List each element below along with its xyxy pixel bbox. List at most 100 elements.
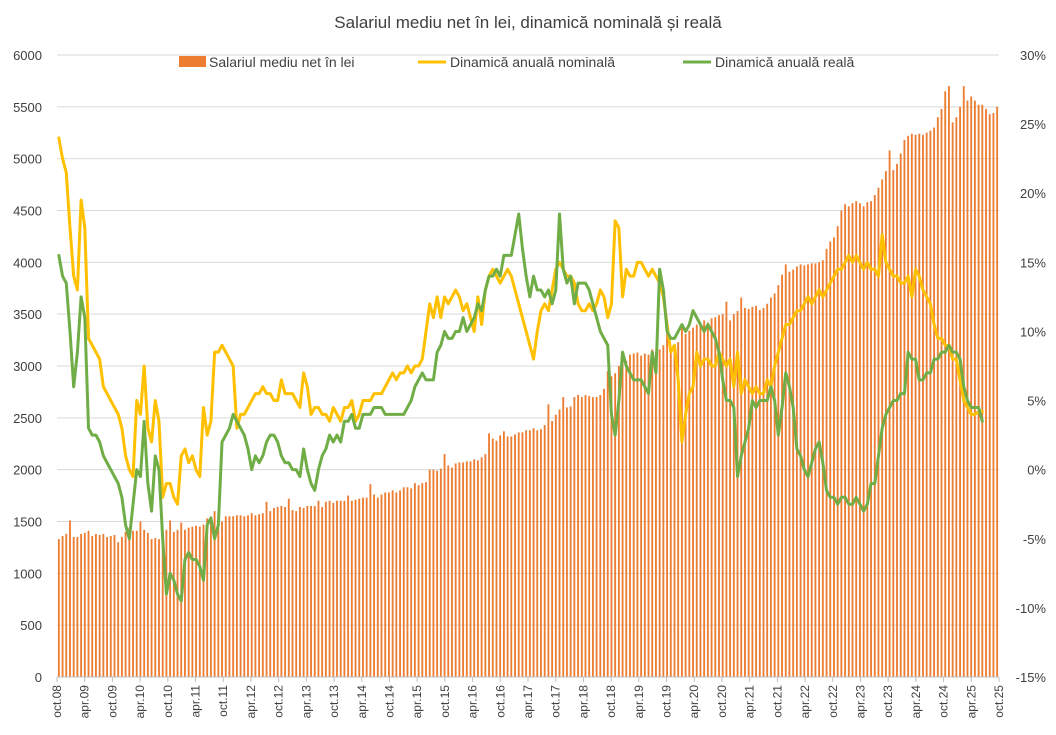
salary-bar <box>714 317 717 677</box>
x-tick-label: oct.19 <box>660 685 674 718</box>
salary-bar <box>339 500 342 677</box>
x-tick-label: oct.16 <box>493 685 507 718</box>
salary-bar <box>120 537 123 677</box>
salary-bar <box>213 511 216 677</box>
salary-bar <box>621 355 624 677</box>
salary-bar <box>933 127 936 677</box>
legend-label-salary: Salariul mediu net în lei <box>209 54 355 70</box>
y-left-tick-label: 3500 <box>13 307 42 322</box>
salary-bar <box>132 530 134 677</box>
salary-bar <box>673 345 676 677</box>
salary-bar <box>925 132 928 677</box>
salary-bar <box>617 366 620 677</box>
legend: Salariul mediu net în lei Dinamică anual… <box>179 54 855 70</box>
y-axis-left: 0 500 1000 1500 2000 2500 3000 3500 4000 4500 5000… <box>13 48 42 685</box>
salary-bar <box>892 170 895 677</box>
salary-bar <box>261 513 264 677</box>
y-right-tick-label: -10% <box>1016 601 1047 616</box>
salary-bar <box>139 521 142 677</box>
x-tick-label: apr.09 <box>78 685 92 719</box>
salary-bar <box>484 454 487 677</box>
salary-bar <box>477 460 479 677</box>
salary-bar <box>358 498 361 677</box>
salary-bar <box>499 435 502 677</box>
salary-bar <box>655 351 657 677</box>
salary-bar <box>117 542 120 677</box>
salary-bar <box>643 353 646 677</box>
salary-bar <box>629 354 631 677</box>
salary-bar <box>569 406 572 677</box>
salary-bar <box>951 122 954 677</box>
x-tick-label: oct.23 <box>881 685 895 718</box>
salary-bar <box>410 488 413 677</box>
salary-bar <box>825 248 828 678</box>
salary-bar <box>855 201 858 678</box>
y-axis-right: -15% -10% -5% 0% 5% 10% 15% 20% 25% 30% <box>1016 48 1047 685</box>
y-left-tick-label: 1500 <box>13 515 42 530</box>
salary-bar <box>729 320 732 677</box>
salary-bar <box>321 506 324 677</box>
salary-bar <box>540 429 542 677</box>
salary-bar <box>688 330 691 677</box>
salary-bar <box>265 501 268 677</box>
salary-bar <box>836 226 839 678</box>
salary-bar <box>859 203 861 678</box>
x-tick-label: oct.11 <box>216 685 230 717</box>
salary-bar <box>169 520 172 677</box>
salary-bar <box>510 436 513 677</box>
salary-bar <box>284 506 287 677</box>
salary-bar <box>209 516 212 677</box>
salary-bar <box>161 531 164 677</box>
salary-bar <box>143 529 146 677</box>
salary-bar <box>788 271 791 677</box>
salary-bar <box>102 533 105 677</box>
salary-bar <box>432 469 435 677</box>
salary-bar <box>762 307 765 677</box>
salary-bar <box>851 203 854 678</box>
salary-bar <box>69 520 71 677</box>
salary-bar <box>465 461 468 677</box>
salary-bar <box>276 506 279 677</box>
salary-bar <box>747 308 750 677</box>
salary-bar <box>198 526 201 677</box>
x-tick-label: oct.20 <box>715 685 729 718</box>
salary-bar <box>610 376 613 677</box>
salary-bar <box>907 135 910 678</box>
y-left-tick-label: 4500 <box>13 204 42 219</box>
salary-bar <box>773 293 776 677</box>
salary-bar <box>781 274 783 677</box>
salary-bar <box>740 297 743 677</box>
salary-bar <box>302 508 305 677</box>
y-left-tick-label: 4000 <box>13 255 42 270</box>
salary-bar <box>614 373 617 677</box>
y-left-tick-label: 1000 <box>13 566 42 581</box>
salary-bar <box>232 516 235 677</box>
salary-bar <box>243 516 246 677</box>
salary-bar <box>113 534 116 677</box>
salary-bar <box>833 237 835 677</box>
salary-bar <box>647 354 650 677</box>
x-tick-label: apr.17 <box>521 685 535 719</box>
x-tick-label: apr.19 <box>632 685 646 719</box>
salary-bar <box>547 404 550 677</box>
y-left-tick-label: 3000 <box>13 359 42 374</box>
salary-bar <box>591 397 594 677</box>
salary-bar <box>595 397 598 677</box>
y-right-tick-label: 20% <box>1020 186 1046 201</box>
salary-bar <box>532 428 535 677</box>
salary-bar <box>981 104 984 677</box>
salary-bar <box>187 527 190 677</box>
salary-bar <box>506 436 509 677</box>
y-left-tick-label: 2000 <box>13 463 42 478</box>
salary-bar <box>966 100 969 678</box>
salary-bar <box>677 342 680 677</box>
x-tick-label: apr.11 <box>189 685 203 718</box>
salary-bar <box>480 457 483 677</box>
salary-bar <box>399 490 401 677</box>
salary-bar <box>417 485 420 677</box>
x-tick-label: apr.23 <box>853 685 867 719</box>
salary-bar <box>606 371 609 677</box>
y-left-tick-label: 500 <box>20 618 42 633</box>
real-line <box>57 212 984 603</box>
salary-bar <box>940 108 943 677</box>
